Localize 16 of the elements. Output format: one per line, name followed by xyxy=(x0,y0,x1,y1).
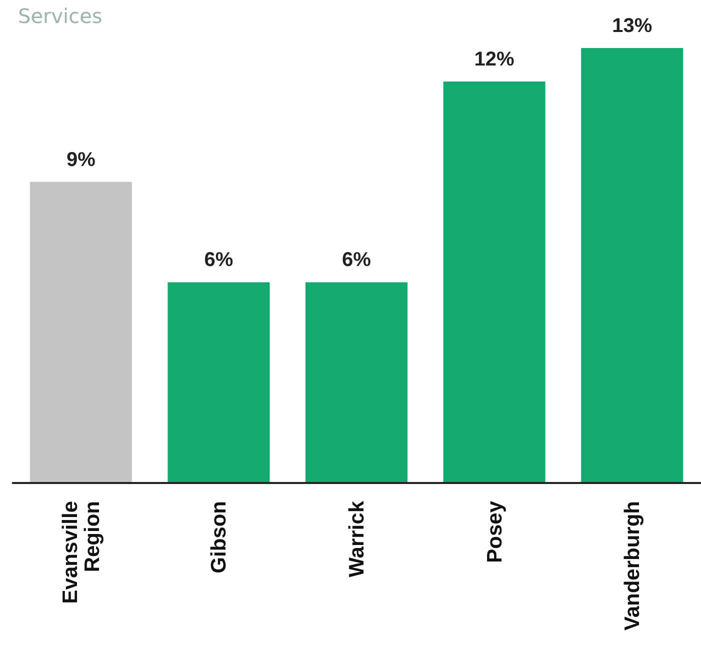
bar xyxy=(443,81,546,483)
x-tick-label: Vanderburgh xyxy=(621,501,644,631)
data-label: 6% xyxy=(204,249,234,272)
data-label: 12% xyxy=(474,48,515,70)
x-tick-label: Posey xyxy=(483,500,506,563)
x-tick-label: Warrick xyxy=(346,500,368,578)
bar xyxy=(30,182,132,483)
bar xyxy=(306,282,408,483)
data-label: 6% xyxy=(342,249,372,272)
x-tick-label: Evansville Region xyxy=(58,501,104,604)
data-label: 13% xyxy=(612,15,652,37)
data-label: 9% xyxy=(66,148,96,171)
bar xyxy=(168,282,270,483)
chart-title: Services xyxy=(18,4,102,28)
x-tick-label: Gibson xyxy=(208,501,231,574)
bar xyxy=(581,48,684,483)
